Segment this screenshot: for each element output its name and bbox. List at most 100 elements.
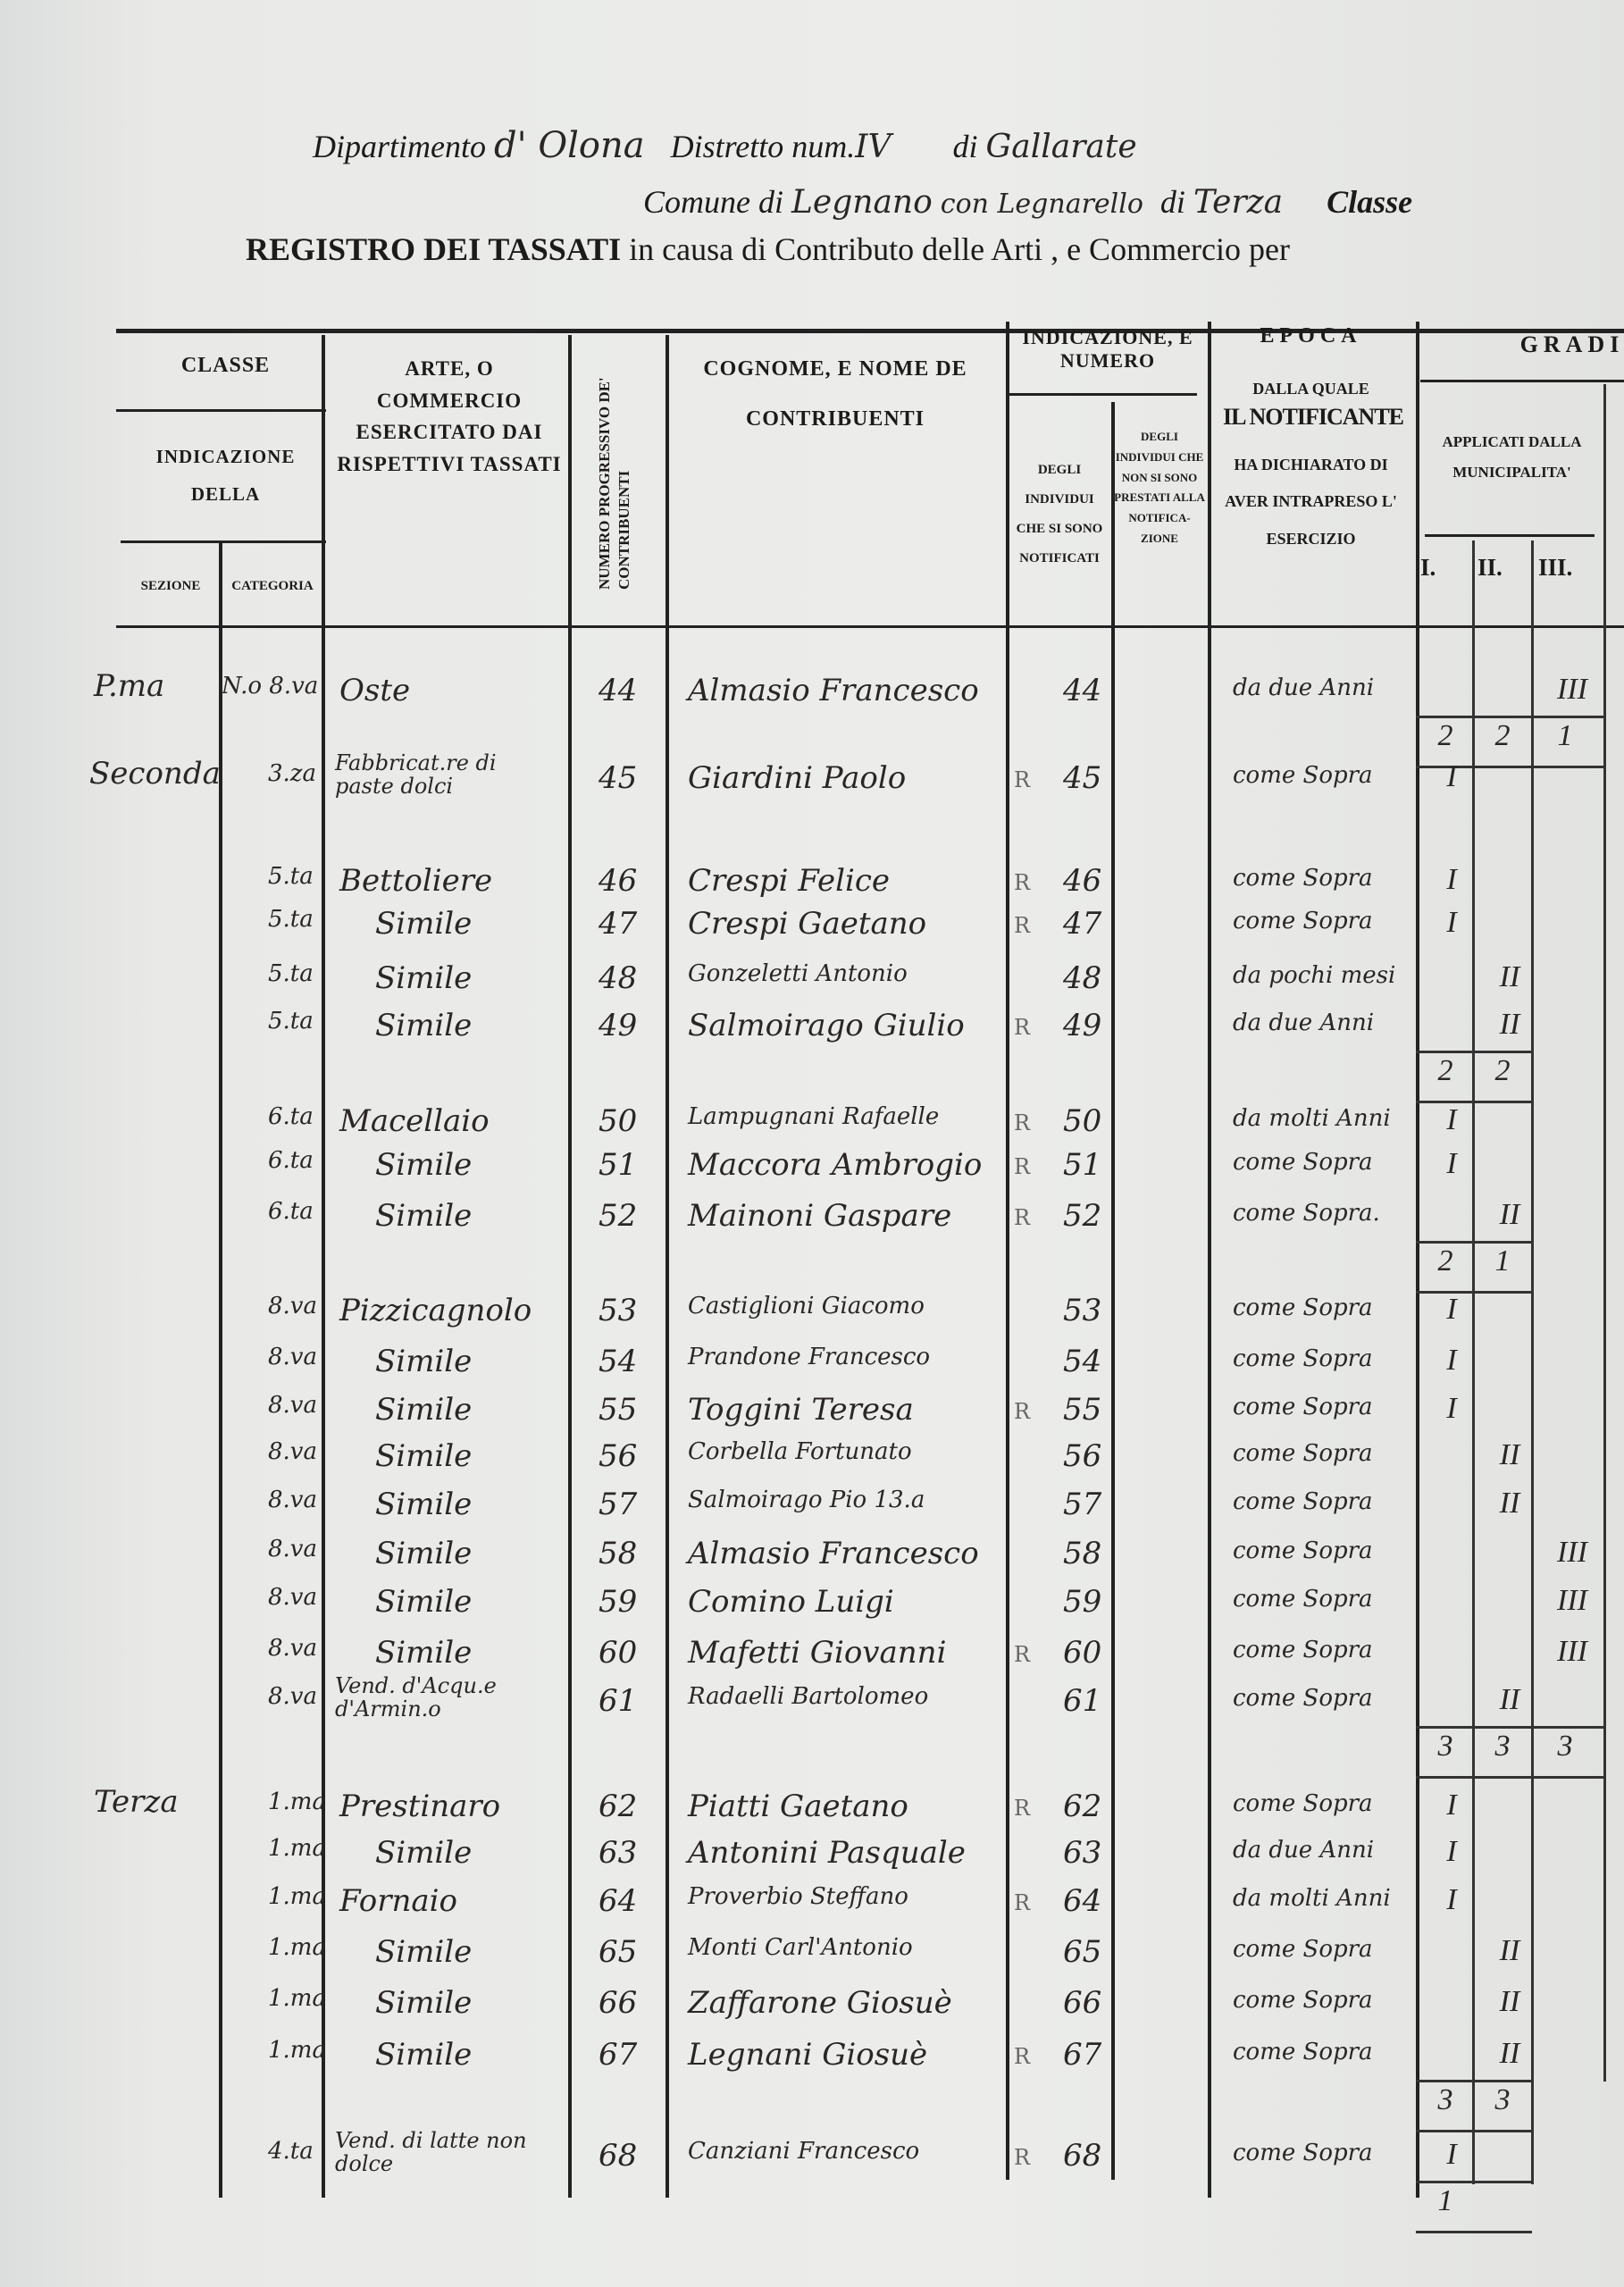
nome-cell: Proverbio Steffano	[688, 1883, 908, 1910]
numero-notificato-cell: 62	[1063, 1789, 1102, 1824]
r-mark: R	[1014, 2145, 1031, 2170]
epoca-cell: come Sopra	[1233, 1294, 1373, 1321]
numero-notificato-cell: 59	[1063, 1584, 1102, 1620]
arte-cell: Simile	[375, 1392, 473, 1428]
numero-notificato-cell: 51	[1063, 1147, 1102, 1183]
header-non-notificati: DEGLI INDIVIDUI CHE NON SI SONO PRESTATI…	[1114, 430, 1205, 545]
arte-cell: Simile	[375, 1985, 473, 2021]
nome-cell: Almasio Francesco	[688, 673, 979, 708]
epoca-cell: come Sopra	[1233, 1345, 1373, 1372]
label: di	[952, 129, 978, 164]
numero-notificato-cell: 65	[1063, 1934, 1102, 1970]
grado-cell: II	[1499, 1683, 1520, 1716]
numero-cell: 62	[599, 1789, 638, 1824]
categoria-cell: 8.va	[268, 1584, 317, 1611]
header-indicazione-della: INDICAZIONE DELLA	[155, 446, 296, 505]
categoria-cell: 1.ma	[268, 1934, 326, 1961]
epoca-cell: come Sopra	[1233, 1394, 1373, 1420]
categoria-cell: 1.ma	[268, 1883, 326, 1910]
categoria-cell: 4.ta	[268, 2138, 314, 2165]
grado-cell: II	[1499, 1438, 1520, 1471]
arte-cell: Simile	[375, 1198, 473, 1234]
rule-line	[116, 329, 1624, 333]
numero-notificato-cell: 64	[1063, 1883, 1102, 1919]
categoria-cell: 8.va	[268, 1344, 317, 1370]
grado-cell: II	[1499, 2037, 1520, 2070]
grado-cell: II	[1499, 960, 1520, 993]
subtotal-cell: 2	[1437, 1244, 1453, 1278]
comune-extra: con Legnarello	[940, 188, 1143, 220]
header-applicati: APPLICATI DALLA MUNICIPALITA'	[1442, 433, 1582, 481]
label: di	[1159, 184, 1185, 220]
grado-cell: II	[1499, 1008, 1520, 1041]
r-mark: R	[1014, 1890, 1031, 1915]
rule-line	[219, 540, 222, 2198]
subtotal-cell: 2	[1494, 719, 1511, 752]
arte-cell: Simile	[375, 1344, 473, 1379]
numero-cell: 64	[599, 1883, 638, 1919]
rule-line	[1603, 384, 1606, 2082]
categoria-cell: N.o 8.va	[222, 673, 319, 700]
arte-cell: Prestinaro	[339, 1789, 501, 1824]
numero-notificato-cell: 46	[1063, 863, 1102, 899]
numero-cell: 57	[599, 1487, 638, 1522]
epoca-cell: come Sopra	[1233, 1987, 1373, 2014]
label: Classe	[1327, 184, 1413, 220]
header-classe: CLASSE	[180, 354, 271, 377]
numero-notificato-cell: 57	[1063, 1487, 1102, 1522]
subtotal-cell: 2	[1437, 719, 1453, 752]
rule-line	[1009, 393, 1197, 396]
nome-cell: Toggini Teresa	[688, 1392, 914, 1428]
r-mark: R	[1014, 2044, 1031, 2069]
nome-cell: Lampugnani Rafaelle	[688, 1103, 940, 1130]
epoca-cell: come Sopra	[1233, 1637, 1373, 1663]
epoca-cell: da due Anni	[1233, 1837, 1375, 1864]
numero-cell: 45	[599, 760, 638, 796]
categoria-cell: 8.va	[268, 1683, 317, 1710]
r-mark: R	[1014, 1154, 1031, 1179]
header-indicazione-numero: INDICAZIONE, E NUMERO	[1022, 326, 1193, 373]
header-epoca-rest: HA DICHIARATO DI AVER INTRAPRESO L' ESER…	[1225, 456, 1397, 548]
nome-cell: Salmoirago Pio 13.a	[688, 1487, 925, 1513]
rule-line	[1420, 380, 1624, 382]
grado-cell: I	[1446, 2138, 1457, 2171]
grado-cell: I	[1446, 1883, 1457, 1916]
heading-dipartimento: Dipartimento d' Olona Distretto num.IV d…	[313, 125, 1137, 166]
numero-cell: 49	[599, 1008, 638, 1043]
rule-line	[1416, 322, 1419, 2198]
numero-cell: 65	[599, 1934, 638, 1970]
arte-cell: Simile	[375, 1008, 473, 1043]
numero-cell: 54	[599, 1344, 638, 1379]
epoca-cell: da molti Anni	[1233, 1885, 1391, 1912]
numero-cell: 44	[599, 673, 638, 708]
categoria-cell: 5.ta	[268, 960, 314, 987]
numero-notificato-cell: 54	[1063, 1344, 1102, 1379]
grado-cell: I	[1446, 863, 1457, 896]
numero-notificato-cell: 53	[1063, 1293, 1102, 1328]
arte-cell: Simile	[375, 2037, 473, 2073]
nome-cell: Comino Luigi	[688, 1584, 894, 1620]
grado-cell: II	[1499, 1934, 1520, 1967]
grado-cell: I	[1446, 1293, 1457, 1326]
comune-value: Legnano	[791, 184, 933, 221]
epoca-cell: come Sopra.	[1233, 1200, 1380, 1227]
numero-notificato-cell: 47	[1063, 906, 1102, 942]
r-mark: R	[1014, 1399, 1031, 1424]
arte-cell: Simile	[375, 960, 473, 996]
grade-label-3: III.	[1538, 554, 1573, 581]
header-gradi: GRADI	[1519, 331, 1624, 357]
arte-cell: Simile	[375, 1147, 473, 1183]
grado-cell: I	[1446, 1392, 1457, 1425]
nome-cell: Castiglioni Giacomo	[688, 1293, 925, 1319]
nome-cell: Almasio Francesco	[688, 1536, 979, 1571]
rule-line	[116, 409, 326, 412]
subtotal-cell: 3	[1437, 1730, 1453, 1763]
numero-cell: 66	[599, 1985, 638, 2021]
register-subtitle: in causa di Contributo delle Arti , e Co…	[629, 231, 1290, 267]
arte-cell: Simile	[375, 1584, 473, 1620]
header-arte: ARTE, O COMMERCIO ESERCITATO DAI RISPETT…	[337, 357, 562, 475]
categoria-cell: 8.va	[268, 1635, 317, 1662]
epoca-cell: da molti Anni	[1233, 1105, 1391, 1132]
epoca-cell: come Sopra	[1233, 865, 1373, 892]
numero-cell: 50	[599, 1103, 638, 1139]
